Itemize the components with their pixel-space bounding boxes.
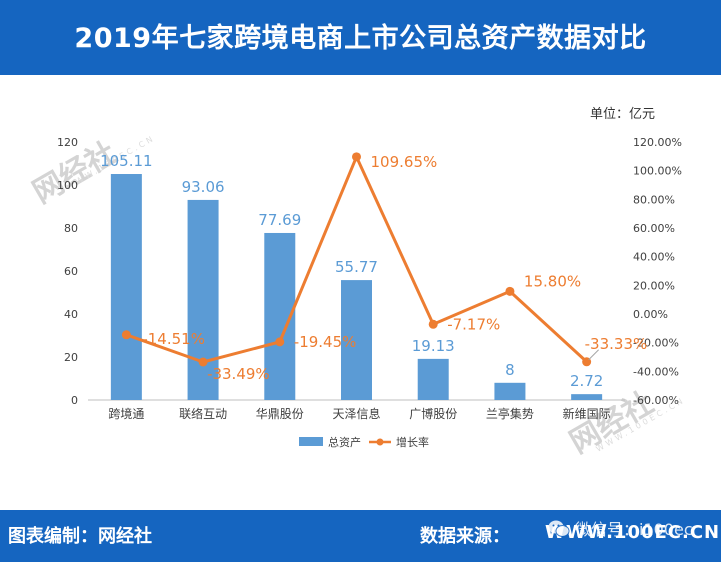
page-title: 2019年七家跨境电商上市公司总资产数据对比 (74, 23, 647, 54)
growth-point-华鼎股份 (275, 337, 285, 347)
line-data-label: -33.49% (207, 365, 270, 383)
y-left-tick-label: 120 (57, 136, 78, 149)
category-label: 天泽信息 (332, 406, 380, 421)
legend-marker-growth (376, 438, 384, 446)
bar-data-label: 105.11 (100, 152, 153, 170)
y-right-tick-label: 20.00% (633, 279, 675, 292)
line-data-label: 109.65% (371, 153, 438, 171)
growth-point-广博股份 (428, 319, 438, 329)
y-right-tick-label: 100.00% (633, 165, 682, 178)
line-data-label: -33.33% (585, 335, 648, 353)
category-label: 跨境通 (108, 406, 144, 421)
bar-data-label: 55.77 (335, 258, 378, 276)
y-left-tick-label: 40 (64, 308, 78, 321)
legend-swatch-assets (299, 437, 323, 446)
y-left-tick-label: 80 (64, 222, 78, 235)
line-data-label: -14.51% (142, 330, 205, 348)
category-label: 华鼎股份 (256, 407, 304, 421)
bar-新维国际 (571, 394, 603, 400)
growth-point-兰亭集势 (505, 286, 515, 296)
growth-point-联络互动 (198, 357, 208, 367)
y-right-tick-label: -40.00% (633, 365, 679, 378)
bar-data-label: 2.72 (570, 372, 603, 390)
y-right-tick-label: 60.00% (633, 222, 675, 235)
y-left-tick-label: 20 (64, 351, 78, 364)
bar-data-label: 19.13 (412, 337, 455, 355)
footer-bar (0, 510, 721, 562)
y-right-tick-label: -60.00% (633, 394, 679, 407)
growth-point-跨境通 (121, 330, 131, 340)
y-left-tick-label: 0 (71, 394, 78, 407)
bar-data-label: 77.69 (258, 211, 301, 229)
legend-label-assets: 总资产 (328, 435, 361, 449)
line-data-label: -7.17% (447, 315, 500, 333)
y-right-tick-label: 40.00% (633, 251, 675, 264)
y-right-tick-label: 80.00% (633, 193, 675, 206)
bar-联络互动 (187, 199, 219, 400)
category-label: 广博股份 (409, 406, 457, 421)
bar-广博股份 (417, 358, 449, 400)
y-left-tick-label: 100 (57, 179, 78, 192)
bar-天泽信息 (341, 280, 372, 400)
bar-跨境通 (110, 174, 142, 400)
bar-兰亭集势 (494, 382, 526, 400)
wechat-id: 微信号：i100ec (575, 520, 693, 539)
line-data-label: -19.45% (294, 333, 357, 351)
y-right-tick-label: -20.00% (633, 337, 679, 350)
unit-label: 单位：亿元 (590, 107, 656, 122)
line-data-label: 15.80% (524, 272, 581, 290)
chart-source-credit: 图表编制：网经社 (8, 526, 152, 547)
growth-point-天泽信息 (352, 152, 361, 162)
y-left-tick-label: 60 (64, 265, 78, 278)
title-bar (0, 0, 721, 75)
legend-label-growth: 增长率 (396, 435, 429, 449)
category-label: 联络互动 (179, 406, 227, 421)
y-right-tick-label: 0.00% (633, 308, 668, 321)
category-label: 新维国际 (563, 406, 611, 421)
data-source-label: 数据来源： (420, 526, 510, 547)
bar-data-label: 8 (505, 361, 515, 379)
source-url[interactable]: WWW.100EC.CN (545, 522, 721, 543)
category-label: 兰亭集势 (486, 406, 534, 421)
label-leader-line (588, 349, 599, 361)
wechat-icon (548, 520, 570, 537)
bar-data-label: 93.06 (182, 178, 225, 196)
y-right-tick-label: 120.00% (633, 136, 682, 149)
